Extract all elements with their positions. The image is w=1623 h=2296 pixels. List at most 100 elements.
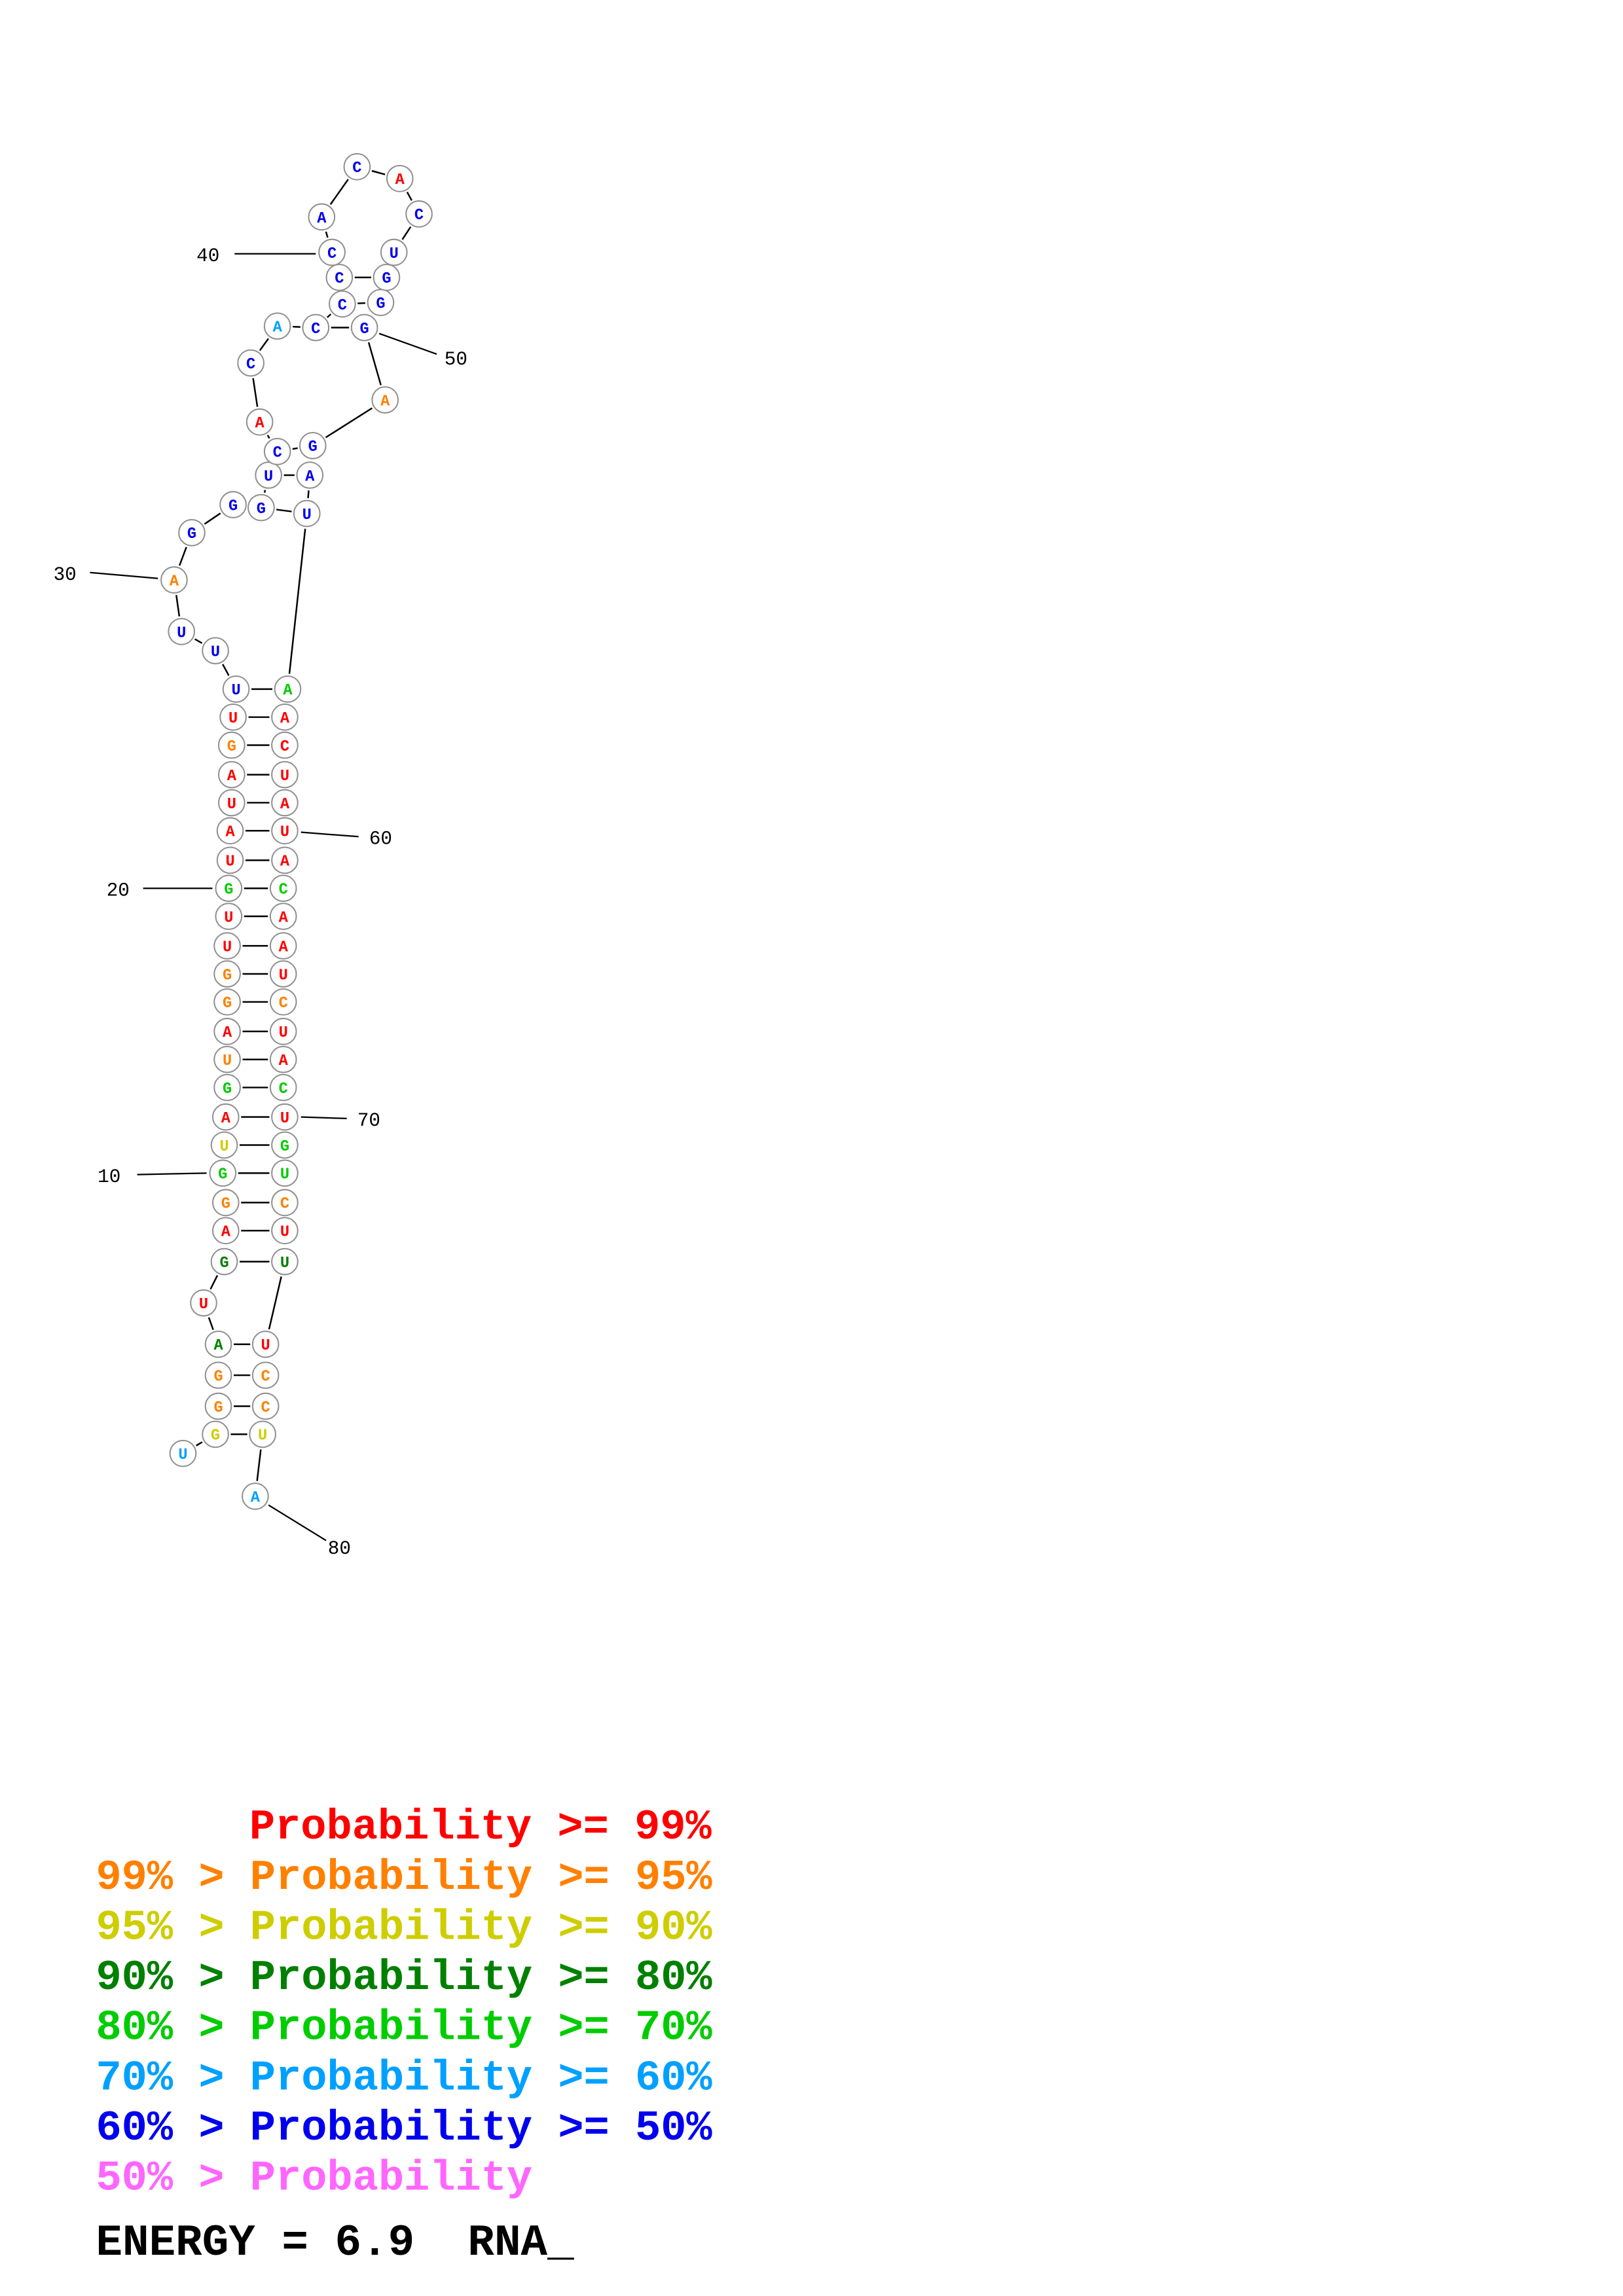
nucleotide-base: A [380,393,390,410]
nucleotide-base: G [308,439,318,456]
legend-item-p50: 60% > Probability >= 50% [96,2104,712,2153]
nucleotide-circle [328,290,356,318]
backbone-segment [208,1317,214,1331]
nucleotide-base: U [199,1296,208,1314]
legend-item-p99: Probability >= 99% [249,1803,712,1852]
nucleotide-circle [371,386,399,414]
nucleotide-base: G [223,1081,232,1098]
nucleotide-circle [210,1131,238,1159]
nucleotide-circle [204,1392,232,1420]
nucleotide-base: U [390,245,399,263]
nucleotide-base: U [280,1110,289,1128]
nucleotide-base: G [382,270,391,288]
nucleotide-base: G [227,738,236,756]
nucleotide-base: A [213,1337,223,1355]
nucleotide-base: A [273,319,283,337]
nucleotide-circle [247,493,275,522]
backbone-segment [288,528,306,674]
nucleotide-circle [215,903,243,930]
nucleotide-base: A [227,768,237,785]
position-label-leader [378,332,437,355]
nucleotide-circle [190,1289,217,1317]
nucleotide-circle [271,703,299,731]
backbone-segment [252,378,259,407]
nucleotide-circle [204,1361,232,1390]
nucleotide-circle [269,874,297,903]
nucleotide-base: U [224,909,233,927]
nucleotide-circle [251,1361,280,1390]
nucleotide-circle [211,1189,240,1217]
nucleotide-base: A [279,909,289,927]
position-label: 60 [369,829,392,850]
nucleotide-circle [296,461,324,489]
nucleotide-circle [271,789,299,817]
nucleotide-circle [202,1420,229,1448]
legend-item-p70: 80% > Probability >= 70% [96,2004,712,2053]
nucleotide-circle [269,1018,297,1045]
nucleotide-base: U [228,710,238,728]
nucleotide-base: U [223,939,232,956]
legend-item-p90: 95% > Probability >= 90% [96,1903,712,1952]
nucleotide-circle [216,846,244,874]
nucleotide-circle [271,1189,299,1217]
nucleotide-base: U [279,967,288,984]
nucleotide-base: C [280,1196,289,1213]
nucleotide-base: U [280,1224,289,1242]
nucleotide-base: G [228,497,238,515]
nucleotide-base: A [395,171,405,189]
nucleotide-base: C [311,321,320,338]
nucleotide-circle [211,1217,240,1245]
nucleotide-base: G [218,1166,227,1184]
nucleotide-circle [246,408,274,436]
nucleotide-circle [213,1045,241,1073]
backbone-segment [371,170,386,175]
nucleotide-circle [213,932,241,960]
position-label-leader [90,571,158,579]
nucleotide-base: U [302,507,312,524]
backbone-segment [259,338,269,351]
nucleotide-base: A [280,853,290,871]
nucleotide-circle [219,491,247,518]
energy-label: ENERGY = 6.9 RNA_ [96,2219,574,2269]
position-label: 70 [357,1110,380,1132]
nucleotide-circle [217,789,246,817]
nucleotide-base: G [223,995,232,1013]
nucleotide-circle [202,637,229,665]
backbone-segment [326,314,332,318]
nucleotide-circle [215,874,243,903]
nucleotide-base: C [335,270,344,288]
nucleotide-base: U [227,796,236,814]
nucleotide-base: A [305,468,315,486]
position-label: 50 [445,349,467,370]
legend-item-plt50: 50% > Probability [96,2155,532,2203]
nucleotide-base: A [221,1224,231,1242]
nucleotide-base: A [255,415,265,433]
nucleotide-circle [217,761,246,789]
nucleotide-circle [293,499,321,528]
backbone-segment [325,231,329,238]
backbone-segment [325,407,373,439]
backbone-segment [194,638,203,644]
nucleotide-circle [209,1159,237,1187]
nucleotide-base: C [279,882,288,899]
nucleotide-base: A [283,682,293,700]
nucleotide-circle [343,152,371,181]
position-label: 30 [54,564,77,586]
nucleotide-circle [169,1439,197,1467]
nucleotide-base: U [211,644,220,662]
legend-item-p80: 90% > Probability >= 80% [96,1954,712,2002]
nucleotide-circle [386,164,414,192]
nucleotide-circle [269,932,297,960]
nucleotide-circle [242,1482,269,1510]
backbone-segment [367,342,382,386]
nucleotide-base: C [338,297,347,315]
nucleotide-circle [299,432,327,459]
backbone-segment [263,490,266,493]
nucleotide-circle [405,200,433,228]
nucleotide-circle [271,1103,299,1131]
backbone-segment [266,435,270,439]
nucleotide-base: A [317,210,327,228]
nucleotide-base: G [257,501,266,518]
backbone-segment [222,664,230,676]
